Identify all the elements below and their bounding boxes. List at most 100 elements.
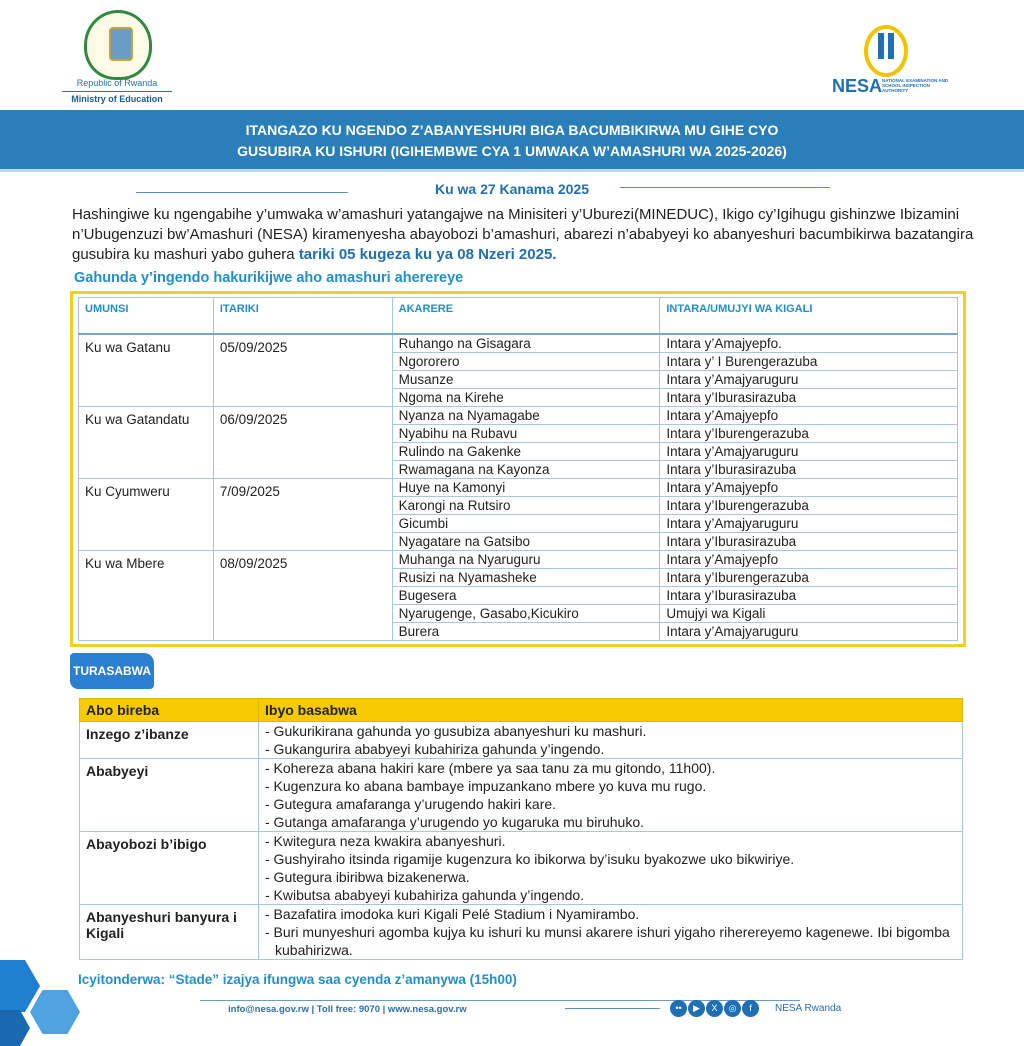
footer-contact: info@nesa.gov.rw | Toll free: 9070 | www… [228,1004,467,1015]
title-line-2: GUSUBIRA KU ISHURI (IGIHEMBWE CYA 1 UMWA… [237,143,787,159]
table-row: Burera Intara y’Amajyaruguru [79,621,958,641]
flickr-icon[interactable]: •• [670,1000,687,1017]
requests-list: - Kohereza abana hakiri kare (mbere ya s… [265,759,956,831]
table-row: Karongi na Rutsiro Intara y’Iburengerazub… [79,495,958,515]
table-row: Gicumbi Intara y’Amajyaruguru [79,513,958,533]
province-cell: Intara y’Iburengerazuba [659,567,958,587]
district-cell: Nyanza na Nyamagabe [391,405,661,425]
table-row: Ababyeyi - Kohereza abana hakiri kare (mb… [79,758,963,832]
ministry-label: Ministry of Education [71,94,163,104]
district-cell: Ngororero [391,351,661,371]
list-item: - Gutanga amafaranga y’urugendo yo kugar… [265,814,645,830]
list-item: - Kwibutsa ababyeyi kubahiriza gahunda y… [265,887,585,903]
list-item: - Gushyiraho itsinda rigamije kugenzura … [265,851,795,867]
decor-hexagon [30,990,80,1034]
table-row: Ku Cyumweru 7/09/2025 Huye na Kamonyi Intar… [78,477,958,551]
x-icon[interactable]: X [706,1000,723,1017]
column-header: UMUNSI [78,297,214,335]
district-cell: Rusizi na Nyamasheke [391,567,661,587]
youtube-icon[interactable]: ▶ [688,1000,705,1017]
audience-cell: Abanyeshuri banyura i Kigali [79,904,259,960]
list-item: - Buri munyeshuri agomba kujya ku ishuri… [265,924,950,958]
list-item: - Bazafatira imodoka kuri Kigali Pelé St… [265,906,640,922]
province-cell: Intara y’Iburengerazuba [659,423,958,443]
province-cell: Intara y’Amajyaruguru [659,369,958,389]
title-banner: ITANGAZO KU NGENDO Z’ABANYESHURI BIGA BA… [0,110,1024,172]
province-cell: Intara y’Iburasirazuba [659,585,958,605]
list-item: - Kwitegura neza kwakira abanyeshuri. [265,833,506,849]
district-cell: Musanze [391,369,661,389]
district-cell: Nyagatare na Gatsibo [391,531,661,551]
district-cell: Huye na Kamonyi [391,477,661,497]
title-line-1: ITANGAZO KU NGENDO Z’ABANYESHURI BIGA BA… [245,122,779,138]
province-cell: Intara y’Iburasirazuba [659,459,958,479]
nesa-logo-icon [864,25,908,77]
audience-cell: Abayobozi b’ibigo [79,831,259,905]
requests-tab: TURASABWA IKI? [70,653,154,714]
day-cell: Ku wa Gatandatu [78,405,214,479]
table-row: Nyabihu na Rubavu Intara y’Iburengerazuba [79,423,958,443]
district-cell: Bugesera [391,585,661,605]
requests-list: - Gukurikirana gahunda yo gusubiza abany… [265,722,956,758]
province-cell: Intara y’Iburasirazuba [659,531,958,551]
column-header: Ibyo basabwa [258,698,963,722]
district-cell: Nyarugenge, Gasabo,Kicukiro [391,603,661,623]
intro-highlight: tariki 05 kugeza ku ya 08 Nzeri 2025. [298,246,557,263]
province-cell: Intara y’Amajyepfo [659,477,958,497]
province-cell: Intara y’Iburasirazuba [659,387,958,407]
schedule-title: Gahunda y’ingendo hakurikijwe aho amashu… [74,270,464,286]
schedule-frame [70,291,966,647]
column-header: Abo bireba [79,698,259,722]
requests-cell: - Kwitegura neza kwakira abanyeshuri. - G… [258,831,963,905]
intro-text: Hashingiwe ku ngengabihe y’umwaka w’amas… [72,206,974,263]
decor-hexagon [0,1010,30,1046]
table-row: Rwamagana na Kayonza Intara y’Iburasirazu… [79,459,958,479]
province-cell: Intara y’Amajyaruguru [659,513,958,533]
district-cell: Burera [391,621,661,641]
province-cell: Intara y’Amajyepfo [659,405,958,425]
intro-paragraph: Hashingiwe ku ngengabihe y’umwaka w’amas… [72,205,987,265]
note: Icyitonderwa: “Stade” izajya ifungwa saa… [78,972,517,987]
day-cell: Ku Cyumweru [78,477,214,551]
list-item: - Gukangurira ababyeyi kubahiriza gahund… [265,741,605,757]
province-cell: Umujyi wa Kigali [659,603,958,623]
table-row: Ku wa Mbere 08/09/2025 Muhanga na Nyarugur… [78,549,958,641]
list-item: - Gukurikirana gahunda yo gusubiza abany… [265,723,647,739]
audience-cell: Ababyeyi [79,758,259,832]
district-cell: Karongi na Rutsiro [391,495,661,515]
day-cell: Ku wa Mbere [78,549,214,641]
decor-hexagon [0,960,40,1012]
table-row: Ku wa Gatanu 05/09/2025 Ruhango na Gisagar… [78,333,958,407]
social-handle: NESA Rwanda [775,1003,842,1014]
instagram-icon[interactable]: ◎ [724,1000,741,1017]
footer-divider [200,1000,800,1001]
district-cell: Rwamagana na Kayonza [391,459,661,479]
date-cell: 7/09/2025 [212,477,393,551]
column-header: AKARERE [391,297,661,335]
republic-label: Republic of Rwanda [62,78,172,92]
list-item: - Kugenzura ko abana bambaye impuzankano… [265,778,707,794]
requests-list: - Bazafatira imodoka kuri Kigali Pelé St… [265,905,956,959]
table-row: Inzego z’ibanze - Gukurikirana gahunda yo… [79,721,963,759]
district-cell: Gicumbi [391,513,661,533]
province-cell: Intara y’Amajyepfo. [659,333,958,353]
day-cell: Ku wa Gatanu [78,333,214,407]
column-header: ITARIKI [212,297,393,335]
facebook-icon[interactable]: f [742,1000,759,1017]
list-item: - Kohereza abana hakiri kare (mbere ya s… [265,760,716,776]
announcement-date: Ku wa 27 Kanama 2025 [434,181,590,197]
rwanda-seal-logo [84,10,152,80]
district-cell: Rulindo na Gakenke [391,441,661,461]
requests-cell: - Gukurikirana gahunda yo gusubiza abany… [258,721,963,759]
requests-list: - Kwitegura neza kwakira abanyeshuri. - G… [265,832,956,904]
district-cell: Nyabihu na Rubavu [391,423,661,443]
province-cell: Intara y’ I Burengerazuba [659,351,958,371]
nesa-logo-text: NESA [832,76,883,96]
column-header: INTARA/UMUJYI WA KIGALI [659,297,958,335]
province-cell: Intara y’Amajyepfo [659,549,958,569]
divider-right [620,187,830,188]
date-cell: 06/09/2025 [212,405,393,479]
table-row: Bugesera Intara y’Iburasirazuba [79,585,958,605]
footer-divider-short [565,1008,660,1009]
list-item: - Gutegura ibiribwa bizakenerwa. [265,869,470,885]
